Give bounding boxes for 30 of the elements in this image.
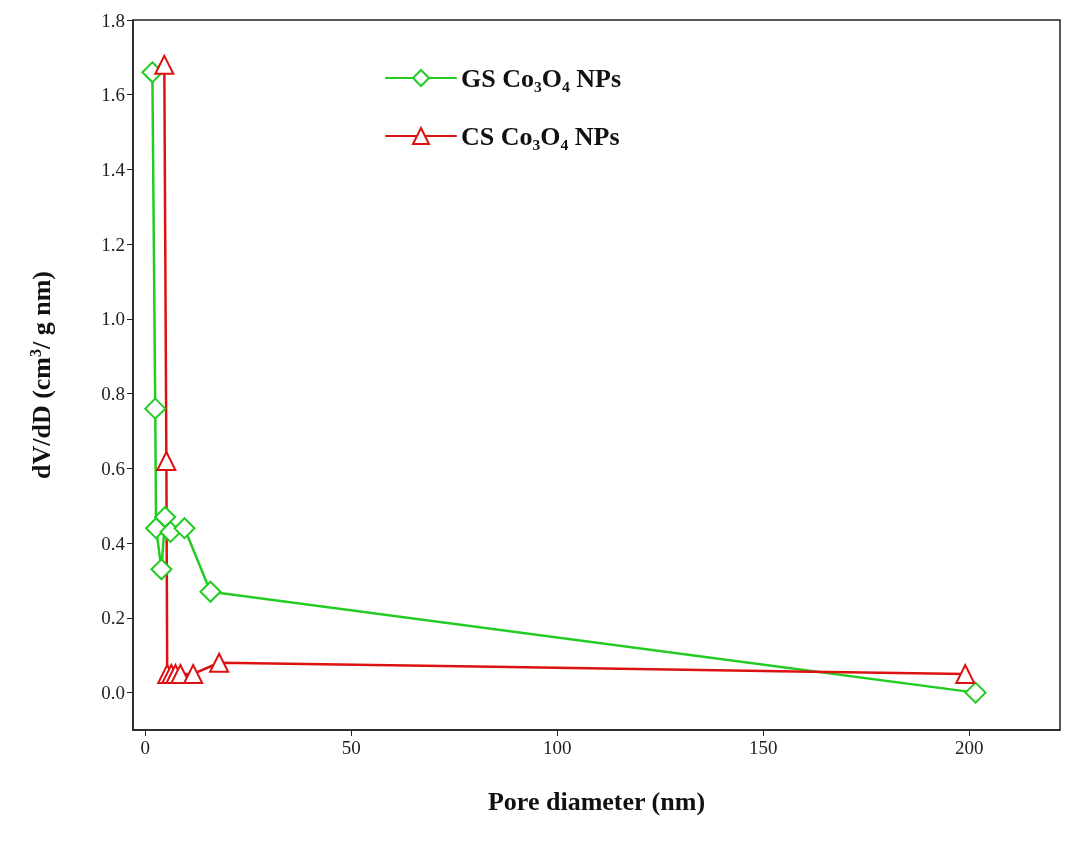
- x-tick-label: 50: [341, 737, 361, 758]
- x-tick-label: 150: [749, 737, 778, 758]
- point: [173, 517, 196, 540]
- y-tick-label: 0.6: [101, 457, 125, 479]
- point: [154, 54, 175, 75]
- x-axis-title: Pore diameter (nm): [487, 786, 706, 816]
- point: [209, 652, 230, 673]
- y-tick-label: 0.8: [101, 383, 125, 405]
- point: [199, 580, 222, 603]
- y-tick-label: 1.2: [101, 233, 125, 255]
- legend-label: CS Co₃O₄ NPs: [461, 121, 620, 151]
- x-tick-label: 100: [543, 737, 572, 758]
- y-tick-label: 0.4: [101, 532, 126, 554]
- y-tick-label: 0.0: [101, 682, 125, 704]
- y-tick-label: 1.0: [101, 308, 125, 330]
- x-tick-label: 0: [140, 737, 151, 758]
- point: [144, 397, 167, 420]
- x-tick-label: 200: [955, 737, 984, 758]
- point: [955, 663, 976, 684]
- point: [150, 558, 173, 581]
- y-tick-label: 1.4: [101, 158, 126, 180]
- point: [154, 506, 177, 528]
- point: [156, 450, 177, 471]
- y-tick-label: 0.2: [101, 607, 125, 629]
- y-tick-label: 1.6: [101, 84, 125, 106]
- y-axis-title: dV/dD (cm3/ g nm): [26, 270, 56, 480]
- y-tick-label: 1.8: [101, 9, 125, 31]
- legend-label: GS Co₃O₄ NPs: [461, 63, 622, 93]
- point: [964, 681, 987, 704]
- point: [183, 663, 204, 684]
